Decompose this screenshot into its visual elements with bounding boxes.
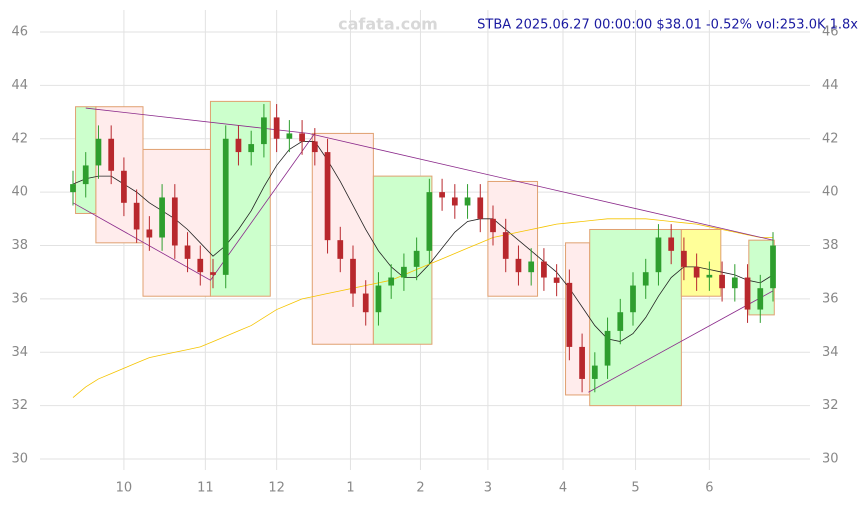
level-box [487, 180, 539, 297]
y-tick-label: 42 [11, 131, 28, 146]
candle-body [261, 117, 267, 145]
candle-body [617, 312, 624, 331]
x-tick-label: 2 [416, 481, 424, 496]
candle-body [668, 237, 675, 251]
x-tick-label: 10 [116, 481, 133, 496]
y-tick-label: 32 [11, 398, 28, 413]
candle-body [388, 277, 395, 286]
y-tick-label-right: 40 [822, 185, 839, 200]
candle-body [413, 250, 420, 267]
candle-body [108, 138, 115, 171]
level-box [680, 228, 722, 297]
candle-body [184, 245, 191, 259]
candle-body [528, 261, 535, 273]
candle-body [350, 258, 356, 294]
level-box [209, 100, 271, 297]
y-tick-label-right: 44 [822, 78, 839, 93]
y-tick-label: 34 [11, 345, 28, 360]
candle-body [311, 141, 318, 153]
trendline [72, 133, 316, 281]
candle-body [159, 197, 165, 238]
x-tick-label: 11 [197, 481, 214, 496]
candle-body [337, 240, 344, 259]
moving-average [72, 141, 774, 342]
candle-body [757, 288, 764, 310]
candle-body [375, 285, 382, 313]
candle-body [566, 282, 573, 347]
candle-body [770, 245, 776, 289]
candle-body [324, 152, 331, 241]
y-tick-label: 30 [11, 452, 28, 467]
candle-body [477, 197, 484, 219]
y-tick-label: 36 [11, 291, 28, 306]
trendline [588, 290, 774, 393]
y-tick-label-right: 30 [822, 452, 839, 467]
candle-body [553, 277, 560, 283]
candle-body [248, 144, 255, 153]
y-tick-label-right: 34 [822, 345, 839, 360]
candle-body [655, 237, 662, 273]
candle-body [121, 170, 127, 203]
candle-body [451, 197, 458, 206]
candle-body [222, 138, 229, 275]
candle-body [731, 277, 738, 289]
x-tick-label: 3 [484, 481, 492, 496]
y-tick-label-right: 32 [822, 398, 839, 413]
candle-body [579, 346, 585, 379]
chart-title: STBA 2025.06.27 00:00:00 $38.01 -0.52% v… [477, 18, 858, 33]
candle-body [299, 133, 305, 142]
candle-body [719, 274, 725, 289]
level-box [372, 175, 433, 345]
y-tick-label-right: 42 [822, 131, 839, 146]
candle-body [273, 117, 280, 139]
candle-body [210, 272, 216, 275]
x-tick-label: 4 [559, 481, 567, 496]
candle-body [286, 133, 293, 139]
candle-body [642, 272, 649, 286]
candle-body [197, 258, 204, 273]
candle-body [541, 261, 547, 278]
moving-average [72, 218, 773, 398]
x-tick-label: 12 [268, 481, 285, 496]
y-tick-label: 38 [11, 238, 28, 253]
candle-body [426, 192, 433, 251]
candle-body [95, 138, 102, 166]
candle-body [70, 184, 76, 193]
candle-body [502, 232, 509, 259]
candle-body [693, 266, 700, 278]
candle-body [681, 250, 687, 267]
trendline [85, 107, 774, 241]
candle-body [82, 165, 89, 185]
candle-body [604, 330, 611, 366]
y-tick-label-right: 36 [822, 291, 839, 306]
candle-body [744, 277, 751, 310]
y-tick-label: 44 [11, 78, 28, 93]
candle-body [490, 218, 496, 233]
candle-body [630, 285, 636, 313]
candle-body [439, 192, 445, 198]
candle-body [464, 197, 471, 206]
y-tick-label-right: 38 [822, 238, 839, 253]
x-tick-label: 6 [705, 481, 713, 496]
candle-body [401, 266, 407, 278]
candle-body [171, 197, 178, 246]
y-tick-label: 40 [11, 185, 28, 200]
candle-body [146, 229, 153, 238]
candle-body [591, 365, 598, 379]
candle-body [706, 274, 713, 278]
candle-body [362, 293, 369, 313]
candle-body [133, 202, 140, 230]
level-box [311, 132, 374, 345]
y-tick-label: 46 [11, 25, 28, 40]
level-box [589, 228, 682, 407]
x-tick-label: 5 [631, 481, 639, 496]
watermark: cafata.com [338, 15, 438, 34]
x-tick-label: 1 [346, 481, 354, 496]
candle-body [515, 258, 522, 273]
candle-body [235, 138, 242, 153]
y-tick-label-right: 46 [822, 25, 839, 40]
